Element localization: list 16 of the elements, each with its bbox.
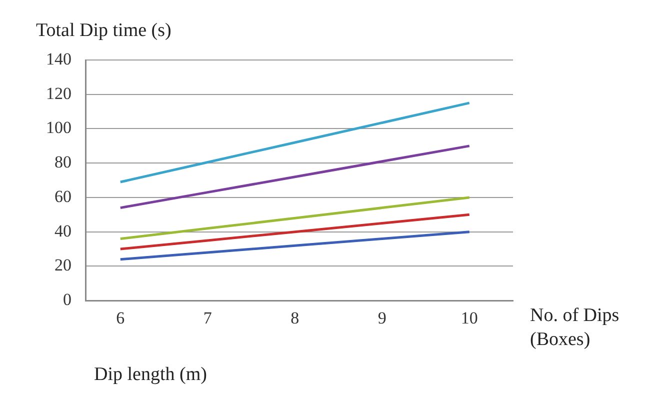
x-tick-label: 9 [378, 308, 386, 328]
y-tick-label: 20 [54, 256, 72, 275]
x-tick-label: 8 [290, 308, 300, 328]
y-tick-label: 0 [63, 290, 72, 310]
y-tick-label: 60 [54, 186, 72, 206]
x-tick-label: 7 [203, 308, 212, 328]
x-tick-label: 10 [460, 308, 478, 328]
y-axis-title: Total Dip time (s) [36, 20, 172, 42]
x-axis-title: Dip length (m) [94, 364, 207, 386]
x-tick-label: 6 [116, 308, 125, 328]
y-tick-label: 100 [46, 118, 72, 138]
y-tick-label: 80 [54, 152, 72, 172]
y-tick-label: 140 [46, 49, 72, 68]
y-tick-label: 120 [46, 84, 72, 103]
text: No. of Dips (Boxes) [530, 304, 620, 352]
y-tick-label: 40 [54, 221, 72, 240]
